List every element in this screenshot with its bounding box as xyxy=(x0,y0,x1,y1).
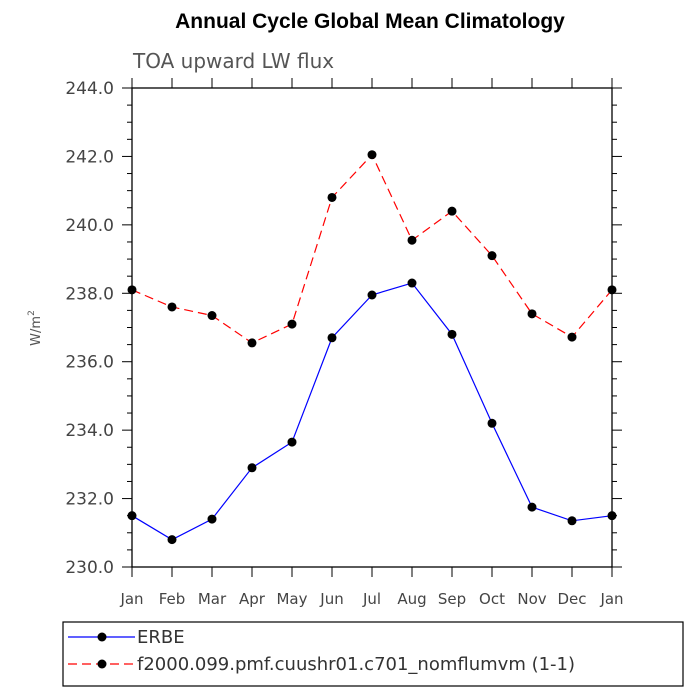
x-tick-label: Feb xyxy=(159,590,186,608)
data-point-model xyxy=(487,251,497,261)
data-point-model xyxy=(527,309,537,319)
x-tick-label: Dec xyxy=(557,590,586,608)
data-point-erbe xyxy=(167,535,177,545)
legend-marker-erbe xyxy=(97,632,107,642)
data-point-erbe xyxy=(207,514,217,524)
data-point-erbe xyxy=(567,516,577,526)
x-tick-label: Mar xyxy=(198,590,227,608)
y-tick-label: 244.0 xyxy=(65,79,114,99)
data-point-erbe xyxy=(447,329,457,339)
x-tick-label: Oct xyxy=(479,590,505,608)
series-line-erbe xyxy=(131,282,613,541)
y-tick-label: 240.0 xyxy=(65,216,114,236)
data-point-erbe xyxy=(367,290,377,300)
data-point-model xyxy=(367,150,377,160)
legend-label-erbe: ERBE xyxy=(137,627,185,648)
plot-area: 230.0 232.0 234.0 236.0 238.0 240.0 242.0 244.0… xyxy=(65,78,624,608)
y-tick-label: 238.0 xyxy=(65,284,114,304)
y-axis-label-superscript: 2 xyxy=(27,310,37,316)
series-line-model xyxy=(131,153,613,344)
x-tick-label: Nov xyxy=(517,590,546,608)
data-point-model xyxy=(247,338,257,348)
x-tick-label: Apr xyxy=(239,590,266,608)
y-tick-label: 242.0 xyxy=(65,147,114,167)
data-point-erbe xyxy=(247,463,257,473)
data-point-model xyxy=(607,285,617,295)
data-point-model xyxy=(167,302,177,312)
x-tick-label: Sep xyxy=(438,590,466,608)
x-tick-label: Jan xyxy=(599,590,623,608)
data-point-erbe xyxy=(607,511,617,521)
data-point-model xyxy=(327,192,337,202)
data-point-erbe xyxy=(407,278,417,288)
data-point-model xyxy=(127,285,137,295)
data-point-model xyxy=(407,235,417,245)
y-tick-label: 230.0 xyxy=(65,558,114,578)
y-axis-label: W/m2 xyxy=(27,310,44,346)
data-point-erbe xyxy=(287,437,297,447)
plot-frame xyxy=(131,87,613,568)
legend-label-model: f2000.099.pmf.cuushr01.c701_nomflumvm (1… xyxy=(137,654,575,675)
data-point-model xyxy=(447,206,457,216)
data-point-model xyxy=(287,319,297,329)
legend-marker-model xyxy=(97,659,107,669)
data-point-erbe xyxy=(487,418,497,428)
chart-title: Annual Cycle Global Mean Climatology xyxy=(175,10,565,33)
data-point-erbe xyxy=(127,511,137,521)
chart-subtitle: TOA upward LW flux xyxy=(132,49,334,73)
x-tick-label: Jan xyxy=(119,590,143,608)
data-point-model xyxy=(207,311,217,321)
x-tick-label: Aug xyxy=(397,590,426,608)
data-point-model xyxy=(567,332,577,342)
y-axis-label-main: W/m xyxy=(29,316,44,346)
legend-box xyxy=(62,621,684,687)
x-tick-label: Jun xyxy=(319,590,343,608)
legend-item-model: f2000.099.pmf.cuushr01.c701_nomflumvm (1… xyxy=(68,654,575,675)
data-point-erbe xyxy=(327,333,337,343)
data-point-erbe xyxy=(527,502,537,512)
y-tick-label: 232.0 xyxy=(65,490,114,510)
x-tick-label: May xyxy=(276,590,307,608)
x-tick-label: Jul xyxy=(362,590,381,608)
y-tick-label: 236.0 xyxy=(65,353,114,373)
y-tick-label: 234.0 xyxy=(65,421,114,441)
legend-item-erbe: ERBE xyxy=(68,627,185,648)
